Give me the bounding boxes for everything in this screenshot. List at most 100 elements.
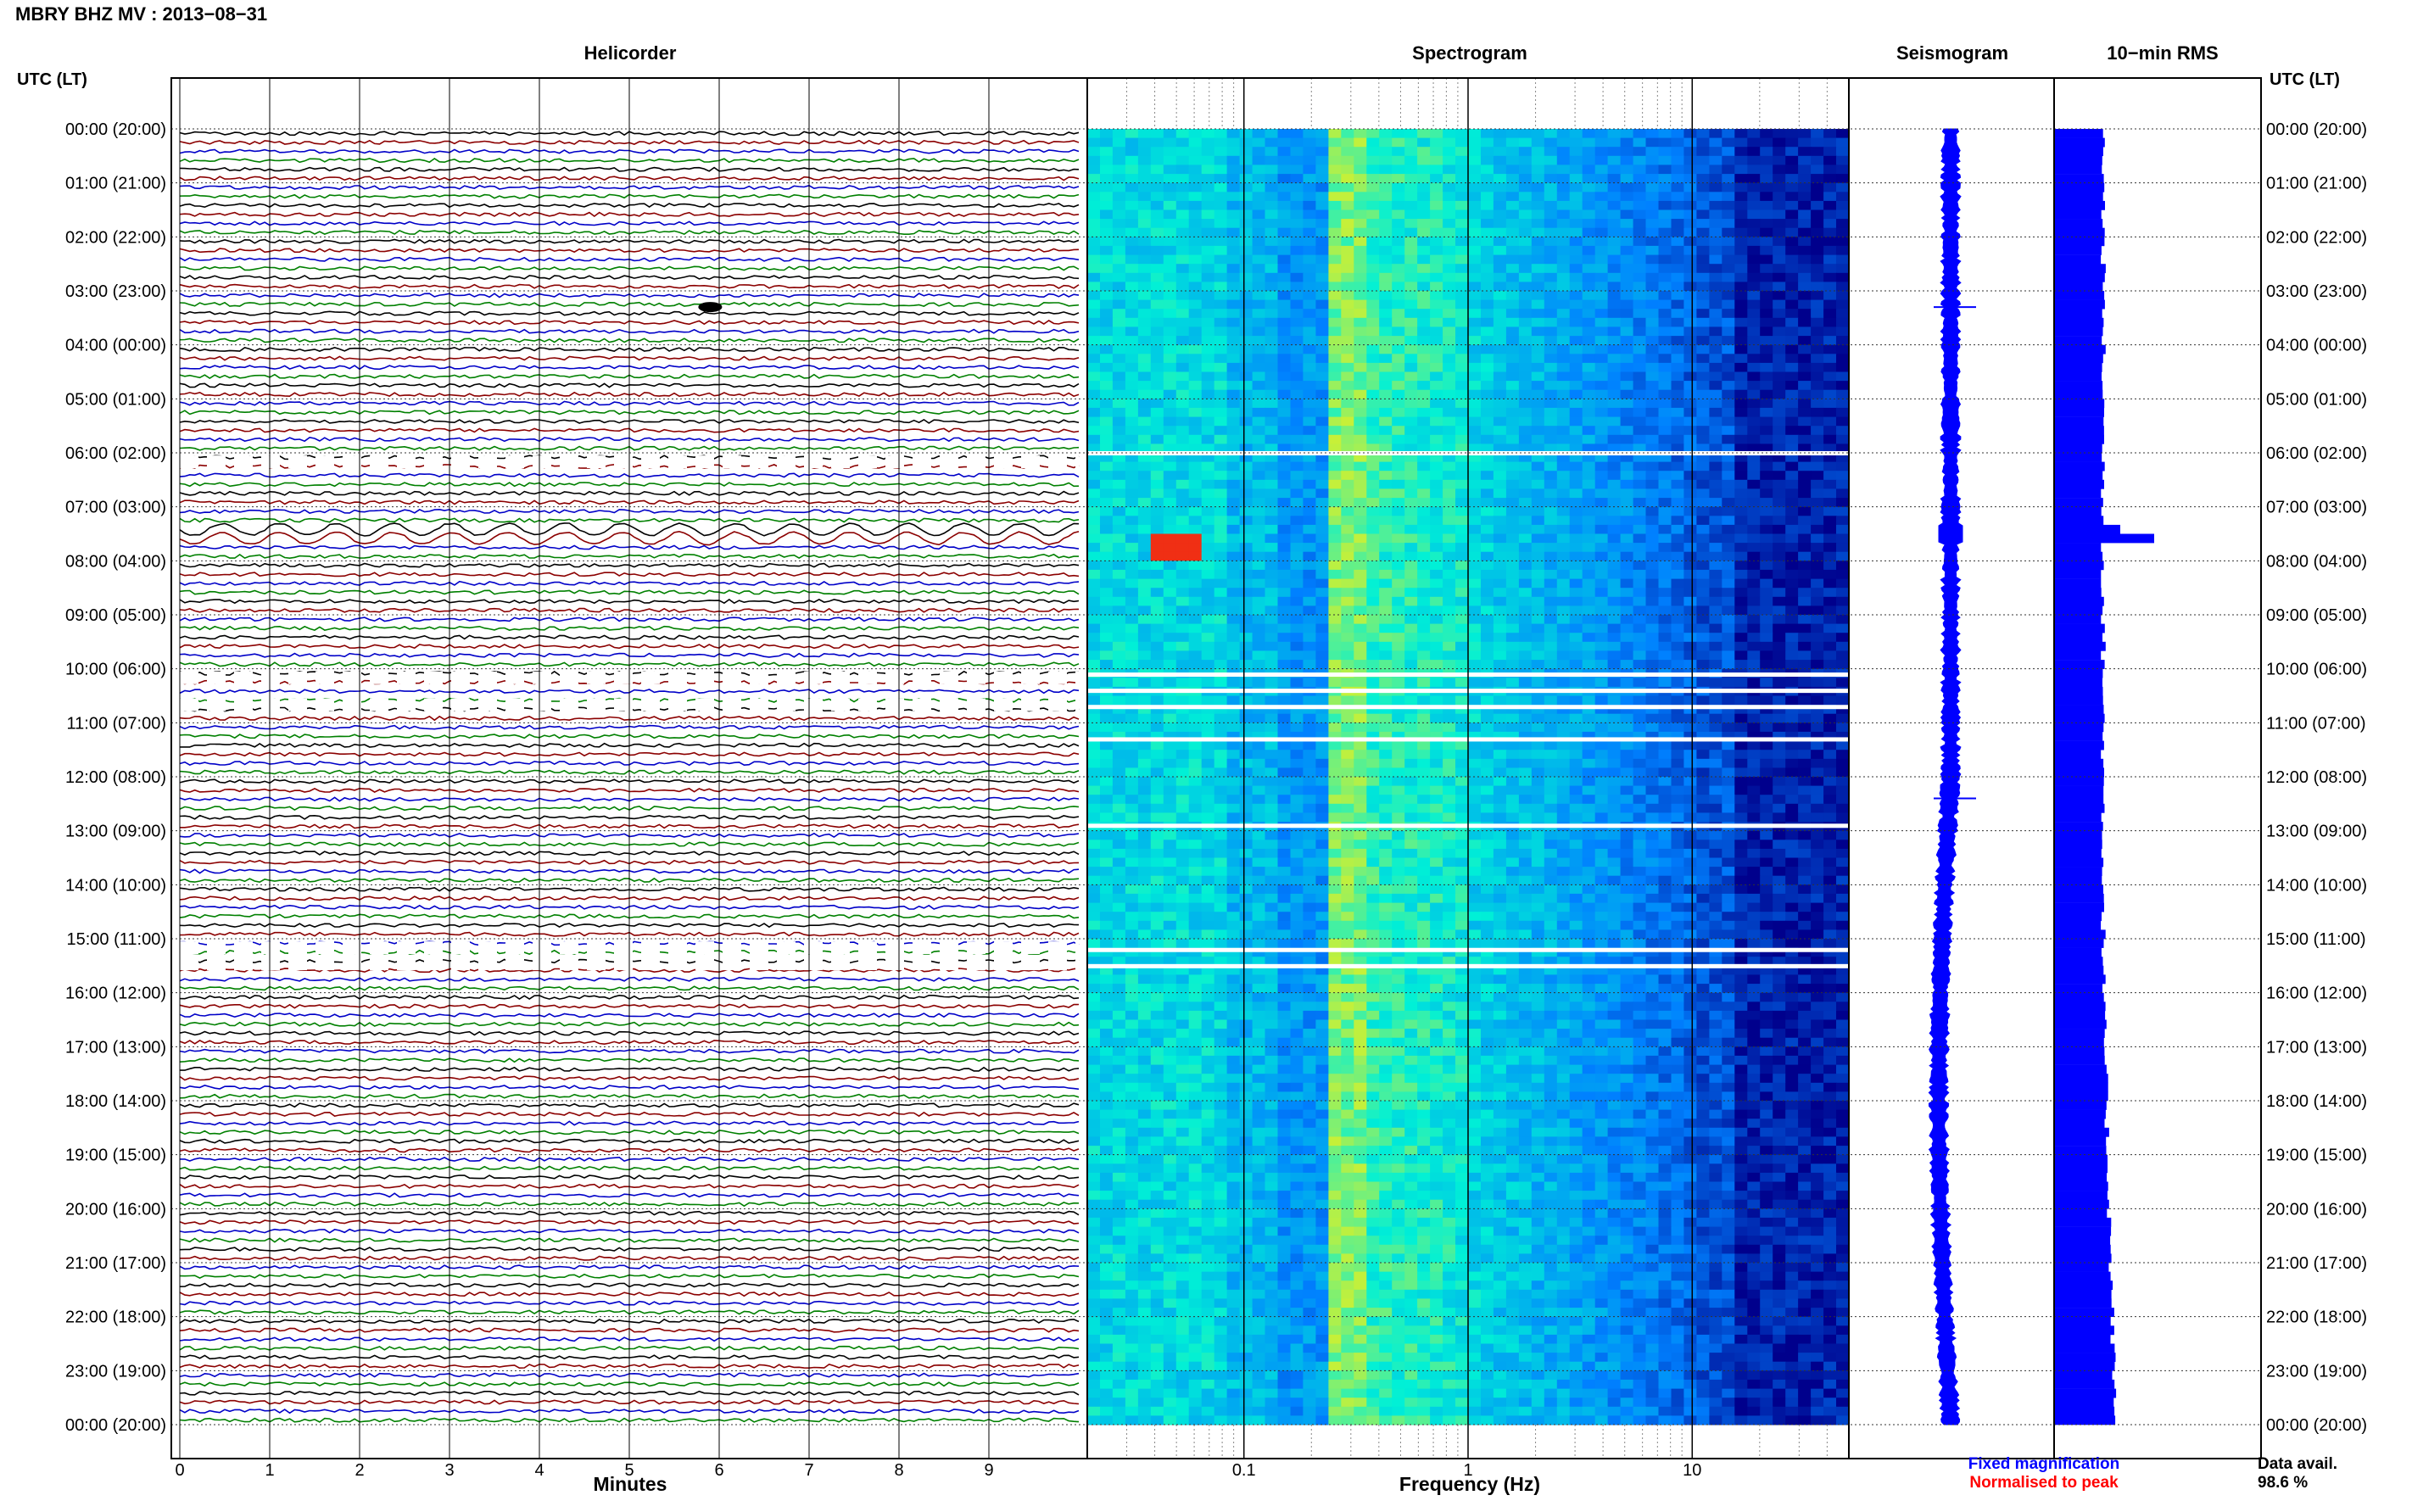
rms-bar xyxy=(2054,884,2103,894)
minute-tick-label: 7 xyxy=(804,1461,813,1480)
rms-bar xyxy=(2054,615,2101,624)
rms-bar xyxy=(2054,273,2105,282)
time-label-left: 04:00 (00:00) xyxy=(65,337,166,355)
rms-bar xyxy=(2054,1407,2114,1416)
rms-bar xyxy=(2054,1046,2104,1056)
rms-bar xyxy=(2054,732,2102,741)
minute-tick-label: 2 xyxy=(355,1461,364,1480)
rms-bar xyxy=(2054,650,2101,660)
minutes-axis-label: Minutes xyxy=(594,1473,667,1495)
rms-bar xyxy=(2054,1227,2111,1236)
rms-bar xyxy=(2054,210,2102,220)
time-label-right: 21:00 (17:00) xyxy=(2266,1254,2367,1273)
rms-bar xyxy=(2054,624,2105,633)
time-label-right: 11:00 (07:00) xyxy=(2266,714,2366,733)
minute-tick-label: 3 xyxy=(444,1461,454,1480)
rms-bar xyxy=(2054,399,2104,408)
rms-bar xyxy=(2054,957,2103,966)
figure-title: MBRY BHZ MV : 2013−08−31 xyxy=(15,3,267,25)
rms-bar xyxy=(2054,570,2101,579)
rms-bar xyxy=(2054,1011,2105,1020)
time-label-left: 15:00 (11:00) xyxy=(67,930,167,949)
rms-bar xyxy=(2054,426,2104,435)
rms-bar xyxy=(2054,1263,2108,1272)
time-label-right: 00:00 (20:00) xyxy=(2266,120,2367,139)
rms-bar xyxy=(2054,948,2102,957)
rms-bar xyxy=(2054,1389,2116,1398)
time-label-right: 13:00 (09:00) xyxy=(2266,823,2367,841)
rms-bar xyxy=(2054,741,2104,750)
rms-bar xyxy=(2054,192,2103,201)
time-label-right: 19:00 (15:00) xyxy=(2266,1147,2367,1165)
time-label-left: 19:00 (15:00) xyxy=(65,1147,166,1165)
rms-bar xyxy=(2054,480,2104,489)
time-label-right: 22:00 (18:00) xyxy=(2266,1308,2367,1327)
time-label-right: 16:00 (12:00) xyxy=(2266,985,2367,1003)
rms-bar xyxy=(2054,1362,2115,1371)
rms-bar xyxy=(2054,1200,2109,1209)
rms-bar xyxy=(2054,525,2120,534)
rms-bar xyxy=(2054,326,2103,336)
time-axis-header-right: UTC (LT) xyxy=(2270,70,2340,89)
rms-bar xyxy=(2054,903,2104,912)
minute-tick-label: 6 xyxy=(714,1461,723,1480)
rms-bar xyxy=(2054,597,2104,606)
rms-bar xyxy=(2054,1208,2107,1218)
rms-bar xyxy=(2054,462,2105,471)
rms-bar xyxy=(2054,291,2104,300)
frequency-axis-label: Frequency (Hz) xyxy=(1399,1473,1540,1495)
rms-bar xyxy=(2054,759,2103,768)
rms-bar xyxy=(2054,894,2104,903)
time-label-left: 05:00 (01:00) xyxy=(65,390,166,409)
time-label-left: 13:00 (09:00) xyxy=(65,823,166,841)
rms-bar xyxy=(2054,786,2103,795)
rms-bar xyxy=(2054,561,2104,570)
rms-bar xyxy=(2054,723,2103,732)
rms-bar xyxy=(2054,552,2102,561)
time-label-right: 01:00 (21:00) xyxy=(2266,175,2367,193)
rms-bar xyxy=(2054,921,2101,930)
rms-bar xyxy=(2054,1415,2115,1425)
rms-bar xyxy=(2054,678,2102,687)
rms-bar xyxy=(2054,660,2105,669)
time-label-right: 12:00 (08:00) xyxy=(2266,768,2367,787)
time-label-right: 14:00 (10:00) xyxy=(2266,876,2367,895)
rms-bar xyxy=(2054,840,2102,849)
rms-bar xyxy=(2054,453,2102,462)
rms-bar xyxy=(2054,345,2106,354)
time-label-left: 01:00 (21:00) xyxy=(65,175,166,193)
time-label-left: 08:00 (04:00) xyxy=(65,552,166,571)
time-label-right: 18:00 (14:00) xyxy=(2266,1092,2367,1111)
rms-bar xyxy=(2054,390,2102,399)
rms-bar xyxy=(2054,516,2103,525)
rms-bar xyxy=(2054,795,2103,804)
rms-bar xyxy=(2054,1101,2107,1110)
rms-bar xyxy=(2054,156,2102,165)
time-label-left: 16:00 (12:00) xyxy=(65,985,166,1003)
time-label-left: 10:00 (06:00) xyxy=(65,661,166,679)
time-label-right: 15:00 (11:00) xyxy=(2266,930,2366,949)
time-label-left: 00:00 (20:00) xyxy=(65,1416,166,1435)
rms-bar xyxy=(2054,812,2102,822)
time-label-left: 21:00 (17:00) xyxy=(65,1254,166,1273)
rms-bar xyxy=(2054,1128,2109,1137)
rms-bar xyxy=(2054,1325,2114,1335)
rms-bar xyxy=(2054,696,2103,706)
rms-bar xyxy=(2054,1146,2107,1155)
time-label-right: 08:00 (04:00) xyxy=(2266,552,2367,571)
rms-bar xyxy=(2054,165,2102,174)
time-label-right: 00:00 (20:00) xyxy=(2266,1416,2367,1435)
time-label-left: 03:00 (23:00) xyxy=(65,282,166,301)
rms-bar xyxy=(2054,1001,2106,1011)
rms-bar xyxy=(2054,1335,2111,1344)
rms-bar xyxy=(2054,1074,2108,1083)
rms-bar xyxy=(2054,201,2105,210)
rms-bar xyxy=(2054,1020,2107,1029)
rms-bar xyxy=(2054,687,2103,696)
rms-bar xyxy=(2054,1056,2105,1065)
time-label-left: 22:00 (18:00) xyxy=(65,1308,166,1327)
rms-bar xyxy=(2054,354,2103,363)
time-label-left: 17:00 (13:00) xyxy=(65,1038,166,1057)
